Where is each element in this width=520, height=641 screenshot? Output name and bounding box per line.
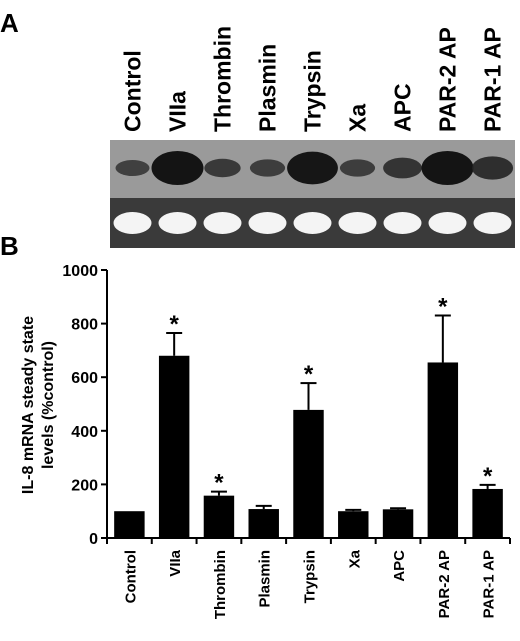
il8-mrna-band: [339, 159, 376, 177]
y-tick-label: 600: [71, 370, 98, 387]
category-label: Trypsin: [302, 550, 319, 603]
blot-lane-labels: Control VIIa Thrombin Plasmin Trypsin Xa APC PA…: [120, 26, 506, 132]
bar: [382, 509, 414, 538]
category-label: Xa: [346, 549, 363, 568]
il8-mrna-band: [151, 151, 204, 185]
bar-chart: 0 200 400 600 800 1000 * * * * * Control VIIa Throm…: [20, 263, 511, 619]
panel-b-label: B: [0, 231, 19, 261]
rrna-band: [248, 212, 287, 234]
rrna-band: [338, 212, 377, 234]
rrna-band: [158, 212, 197, 234]
bar: [114, 511, 145, 538]
il8-mrna-band: [115, 160, 150, 176]
category-labels: Control VIIa Thrombin Plasmin Trypsin Xa APC PA…: [122, 549, 497, 619]
bars: * * * * *: [114, 294, 503, 538]
category-label: PAR-1 AP: [481, 550, 498, 618]
il8-mrna-band: [383, 157, 422, 179]
bar: [203, 495, 235, 538]
rrna-band: [473, 212, 512, 234]
significance-marker: *: [214, 470, 224, 497]
y-tick-label: 1000: [62, 263, 98, 280]
y-tick-label: 200: [71, 477, 98, 494]
rrna-band: [428, 212, 467, 234]
significance-marker: *: [483, 463, 493, 490]
il8-mrna-band: [204, 158, 241, 178]
significance-marker: *: [304, 361, 314, 388]
il8-mrna-band: [249, 159, 286, 177]
bar: [472, 488, 503, 538]
bar: [158, 355, 190, 538]
blot-lane-label: Xa: [345, 104, 371, 132]
category-label: Thrombin: [212, 550, 229, 619]
blot-lane-label: Trypsin: [300, 50, 326, 132]
blot-lane-label: VIIa: [165, 91, 191, 132]
y-axis: 0 200 400 600 800 1000: [62, 263, 108, 548]
blot-lane-label: Plasmin: [255, 44, 281, 132]
panel-a-label: A: [0, 8, 19, 38]
y-tick-label: 400: [71, 424, 98, 441]
category-label: VIIa: [167, 549, 184, 576]
il8-mrna-band: [287, 151, 338, 185]
blot-lane-label: Control: [120, 50, 146, 132]
category-label: Control: [122, 550, 139, 603]
bar: [293, 409, 324, 538]
rrna-band: [383, 212, 422, 234]
bar: [427, 362, 459, 538]
il8-mrna-band: [471, 156, 514, 180]
y-tick-label: 800: [71, 317, 98, 334]
y-axis-title-line2: levels (%control): [40, 341, 57, 469]
category-label: APC: [391, 550, 408, 582]
y-axis-title-line1: IL-8 mRNA steady state: [20, 316, 37, 494]
blot-bands: [113, 151, 514, 234]
blot-lane-label: APC: [390, 83, 416, 132]
category-label: PAR-2 AP: [436, 550, 453, 618]
significance-marker: *: [438, 294, 448, 321]
blot-lane-label: PAR-2 AP: [435, 27, 461, 132]
rrna-band: [113, 212, 152, 234]
bar: [248, 509, 279, 538]
bar: [338, 511, 369, 538]
category-label: Plasmin: [257, 550, 274, 608]
rrna-band: [203, 212, 242, 234]
rrna-band: [293, 212, 332, 234]
blot-lane-label: Thrombin: [210, 26, 236, 132]
blot-lane-label: PAR-1 AP: [480, 27, 506, 132]
significance-marker: *: [169, 311, 179, 338]
il8-mrna-band: [421, 151, 474, 185]
northern-blot: [110, 140, 515, 248]
y-tick-label: 0: [89, 531, 98, 548]
x-axis: [106, 537, 511, 544]
